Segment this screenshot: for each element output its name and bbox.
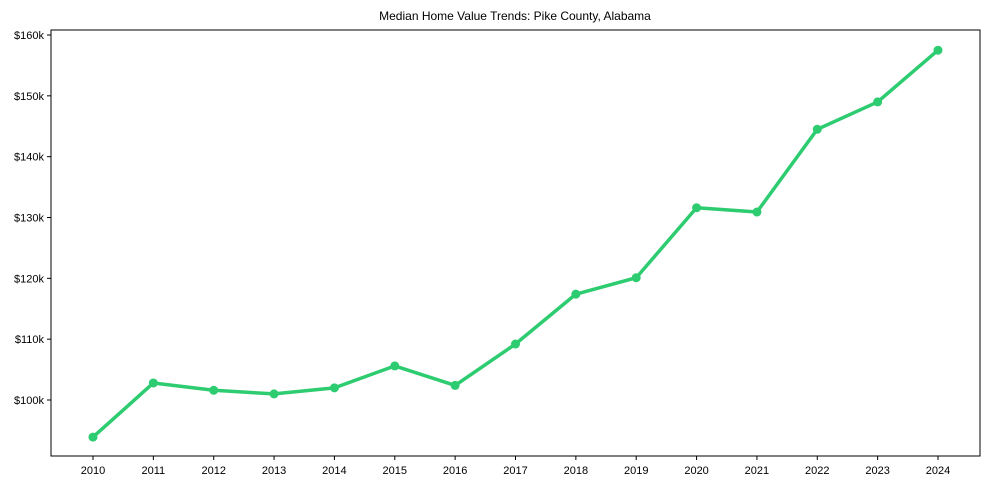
data-point-marker	[450, 380, 460, 390]
data-point-marker	[209, 385, 219, 395]
y-tick-label: $150k	[14, 91, 44, 103]
data-point-marker	[571, 289, 581, 299]
x-tick-label: 2013	[262, 465, 286, 477]
chart-title: Median Home Value Trends: Pike County, A…	[379, 9, 651, 23]
y-tick-label: $130k	[14, 213, 44, 225]
x-tick-label: 2011	[142, 465, 166, 477]
series-line	[91, 48, 940, 439]
x-tick-label: 2021	[745, 465, 769, 477]
x-tick-label: 2010	[81, 465, 105, 477]
plot-area-frame	[50, 29, 981, 457]
x-tick-label: 2018	[564, 465, 588, 477]
x-tick-label: 2015	[383, 465, 407, 477]
x-tick-label: 2023	[865, 465, 889, 477]
x-tick-label: 2019	[624, 465, 648, 477]
x-tick-label: 2012	[201, 465, 225, 477]
data-point-marker	[812, 124, 822, 134]
data-point-marker	[88, 432, 98, 442]
x-tick-label: 2022	[805, 465, 829, 477]
y-tick-label: $110k	[15, 334, 45, 346]
data-series	[88, 45, 943, 442]
x-tick-label: 2024	[926, 465, 950, 477]
y-tick-label: $160k	[14, 30, 44, 42]
x-tick-label: 2020	[684, 465, 708, 477]
y-axis: $100k $110k $120k $130k $140k $150k $160k	[14, 30, 51, 407]
data-point-marker	[933, 45, 943, 55]
y-tick-label: $100k	[14, 395, 44, 407]
data-point-marker	[390, 361, 400, 371]
x-tick-label: 2014	[322, 465, 346, 477]
data-point-marker	[511, 339, 520, 349]
y-tick-label: $140k	[14, 152, 44, 164]
data-point-marker	[631, 273, 641, 283]
y-tick-label: $120k	[14, 273, 44, 285]
data-point-marker	[873, 97, 883, 107]
data-point-marker	[329, 383, 339, 393]
data-point-marker	[752, 207, 762, 217]
x-tick-label: 2017	[503, 465, 527, 477]
x-tick-label: 2016	[443, 465, 467, 477]
data-point-marker	[148, 378, 158, 388]
data-point-marker	[692, 203, 702, 213]
x-axis: 2010 2011 2012 2013 2014 2015 2016 2017 2018 2019…	[81, 456, 950, 477]
data-point-marker	[269, 389, 279, 399]
